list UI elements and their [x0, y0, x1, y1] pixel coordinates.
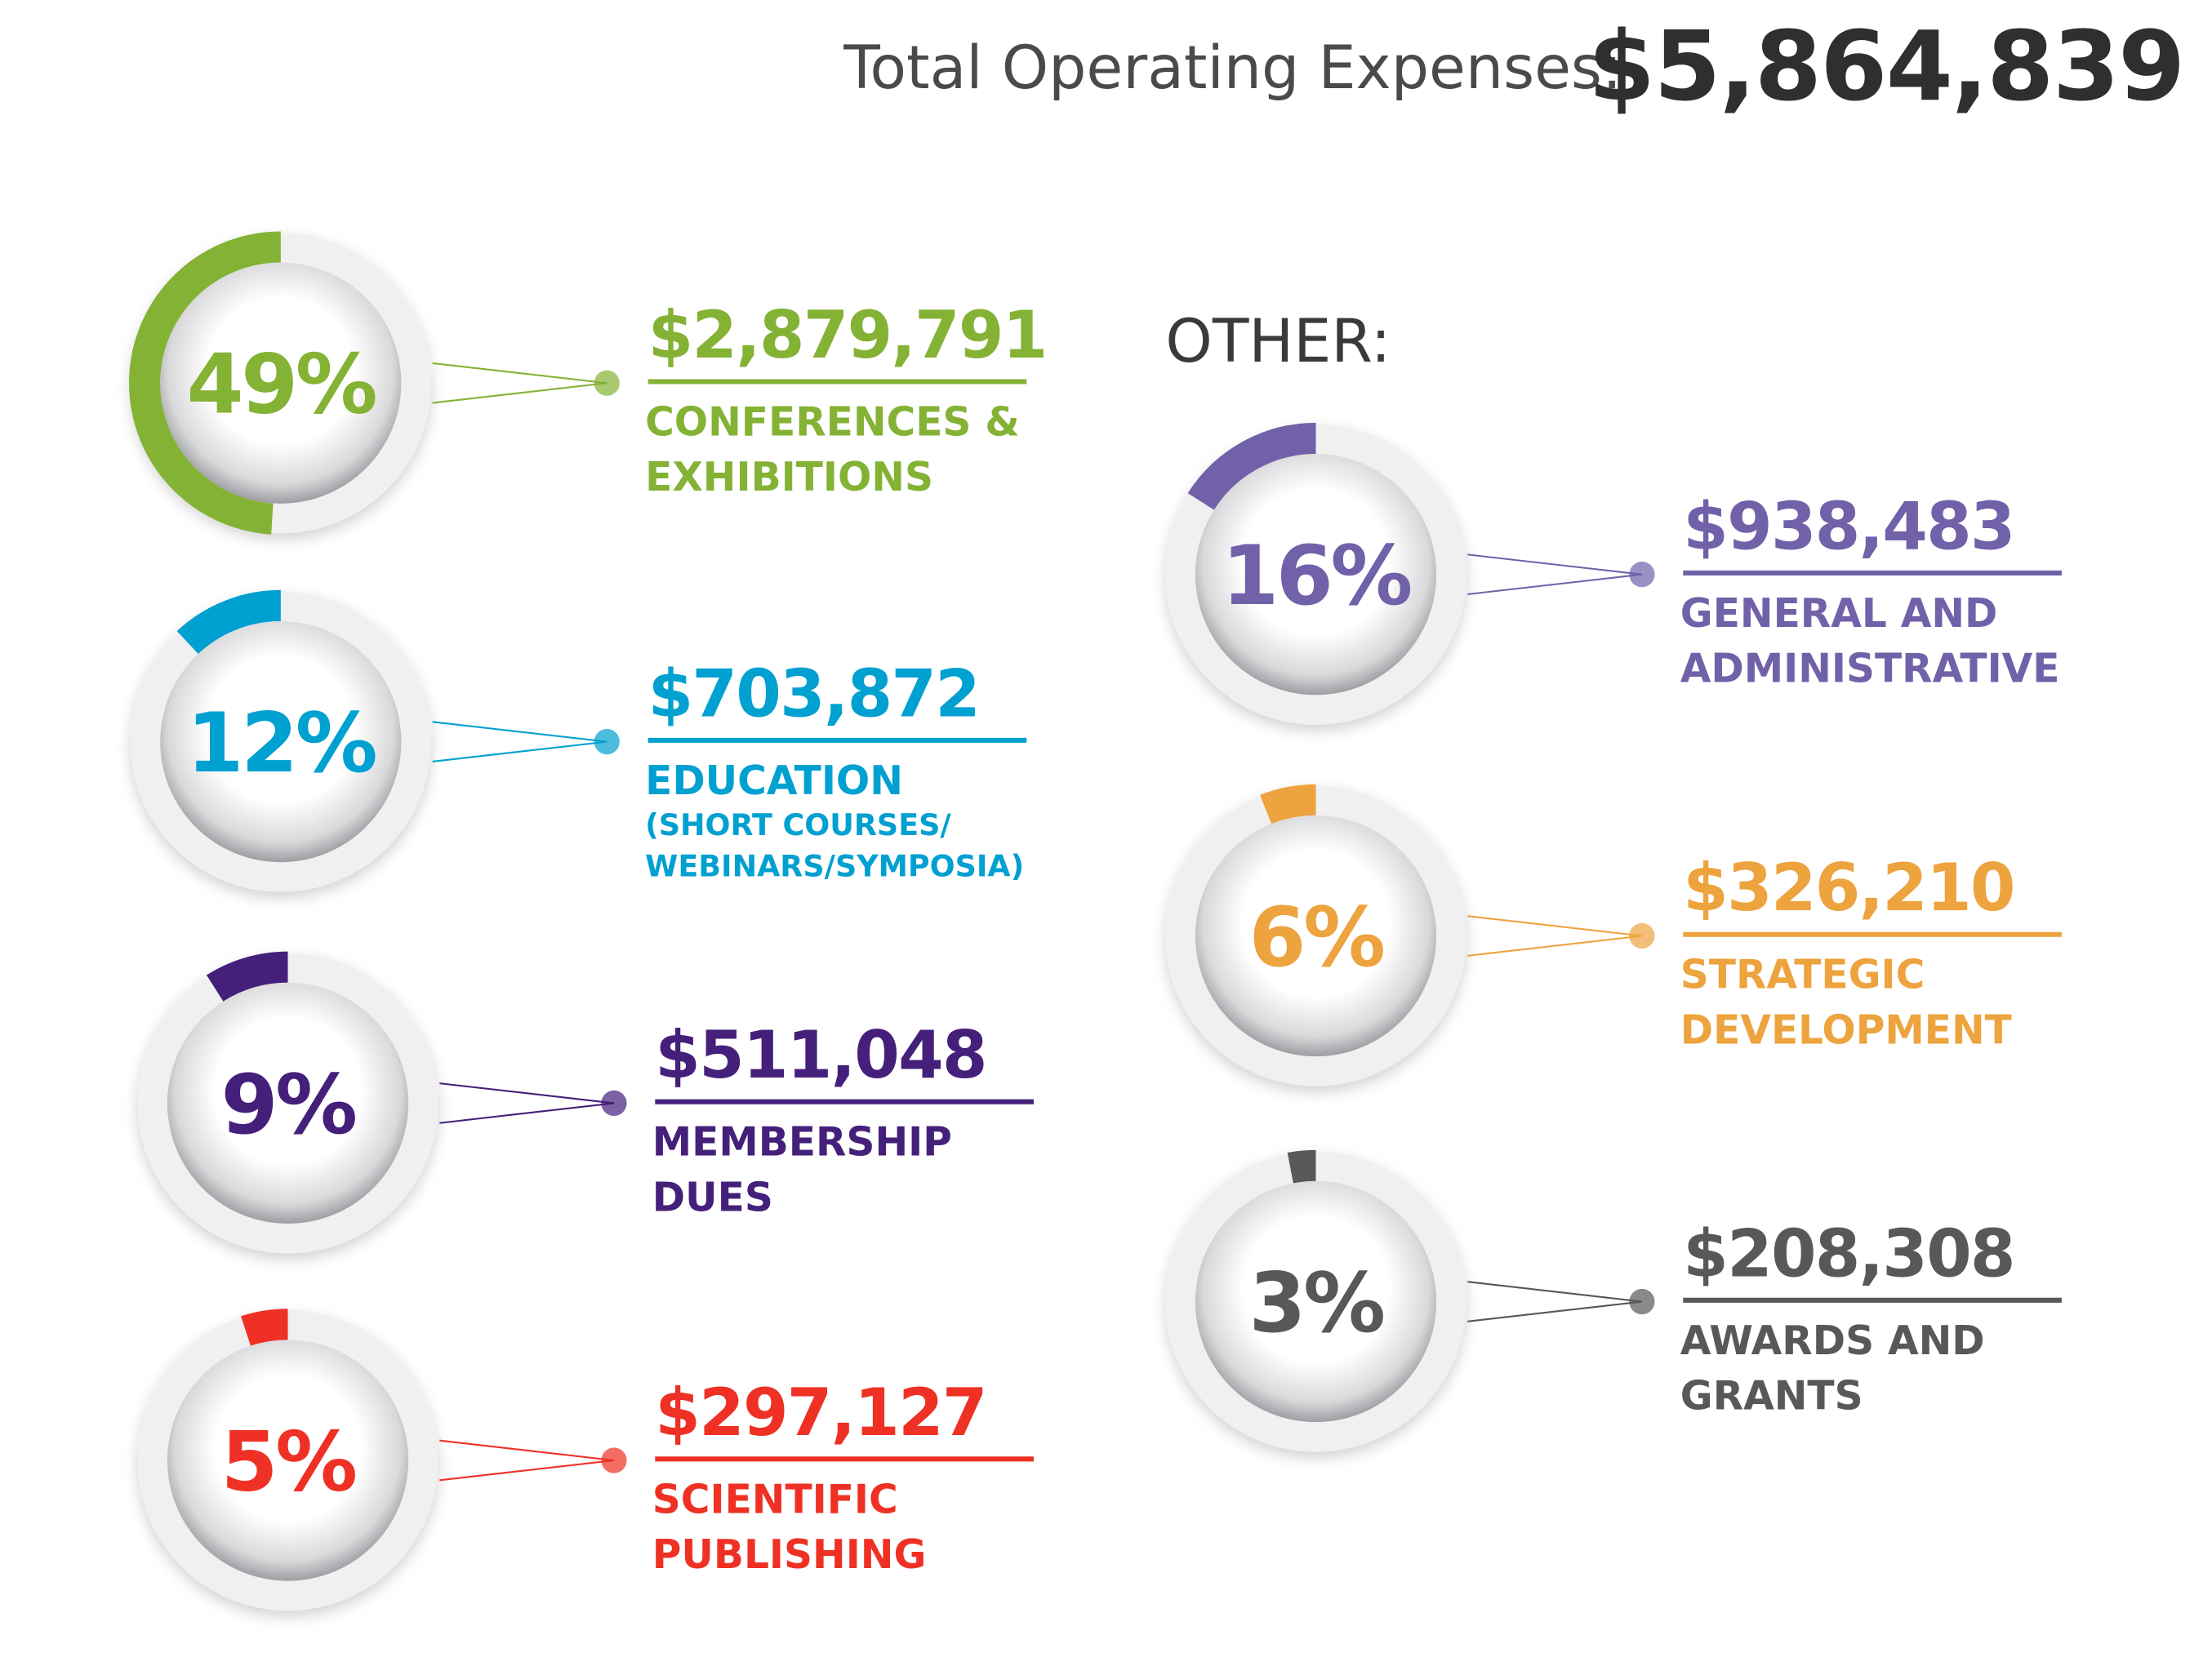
category-sublabel: (SHORT COURSES/: [645, 807, 951, 842]
connector-line: [1467, 1300, 1643, 1322]
category-label: CONFERENCES &: [645, 400, 1020, 446]
amount-value: $326,210: [1683, 850, 2014, 926]
connector-line: [1467, 1281, 1643, 1303]
expense-item: 3% $208,308 AWARDS AND GRANTS: [1165, 1149, 2062, 1452]
connector-line: [432, 721, 608, 743]
category-sublabel: WEBINARS/SYMPOSIA): [645, 849, 1024, 884]
category-label: GRANTS: [1680, 1374, 1863, 1420]
expense-item: 49% $2,879,791 CONFERENCES & EXHIBITIONS: [129, 231, 1048, 535]
other-heading: OTHER:: [1165, 307, 1391, 376]
connector-dot: [1629, 922, 1655, 949]
gauge-inner: [1195, 1180, 1437, 1423]
amount-value: $703,872: [648, 655, 980, 731]
connector-line: [439, 1439, 615, 1462]
gauge-inner: [167, 982, 409, 1224]
amount-value: $208,308: [1683, 1215, 2014, 1291]
gauge-inner: [1195, 454, 1437, 695]
expense-item: 16% $938,483 GENERAL AND ADMINISTRATIVE: [1165, 422, 2062, 725]
category-label: DEVELOPMENT: [1680, 1007, 2012, 1053]
category-label: GENERAL AND: [1680, 591, 1998, 637]
category-label: SCIENTIFIC: [652, 1477, 898, 1522]
connector-line: [1467, 935, 1643, 957]
total-value: $5,864,839: [1588, 10, 2184, 122]
gauge-arc: [1187, 422, 1316, 510]
gauge-arc: [206, 951, 289, 1002]
gauge-arc: [241, 1309, 289, 1346]
gauge-arc: [176, 589, 282, 655]
amount-value: $938,483: [1683, 488, 2014, 564]
connector-dot: [594, 370, 620, 396]
gauge-inner: [160, 262, 402, 504]
connector-dot: [601, 1447, 627, 1473]
gauge-arc: [129, 231, 281, 535]
connector-line: [1467, 915, 1643, 937]
connector-dot: [601, 1090, 627, 1117]
connector-line: [432, 740, 608, 762]
category-label: DUES: [652, 1175, 773, 1220]
connector-dot: [1629, 1288, 1655, 1315]
percent-label: 5%: [221, 1414, 356, 1509]
category-label: PUBLISHING: [652, 1532, 927, 1578]
category-label: STRATEGIC: [1680, 953, 1925, 998]
percent-label: 9%: [221, 1057, 356, 1153]
connector-dot: [1629, 562, 1655, 588]
gauge-inner: [167, 1340, 409, 1581]
percent-label: 12%: [187, 695, 376, 791]
connector-line: [439, 1459, 615, 1482]
category-label: MEMBERSHIP: [652, 1120, 952, 1166]
connector-line: [432, 382, 608, 404]
gauge-arc: [1260, 784, 1317, 824]
amount-value: $2,879,791: [648, 297, 1047, 373]
percent-label: 6%: [1248, 890, 1383, 985]
gauge-arc: [1287, 1149, 1316, 1184]
connector-dot: [594, 728, 620, 755]
category-label: AWARDS AND: [1680, 1318, 1985, 1364]
category-label: EXHIBITIONS: [645, 455, 933, 500]
connector-line: [432, 362, 608, 384]
connector-line: [439, 1082, 615, 1104]
category-label: EDUCATION: [645, 758, 903, 804]
expense-item: 9% $511,048 MEMBERSHIP DUES: [137, 951, 1034, 1254]
expense-item: 5% $297,127 SCIENTIFIC PUBLISHING: [137, 1309, 1034, 1611]
percent-label: 49%: [187, 337, 376, 433]
expense-item: 6% $326,210 STRATEGIC DEVELOPMENT: [1165, 784, 2062, 1087]
gauge-inner: [160, 620, 402, 863]
amount-value: $297,127: [655, 1375, 986, 1451]
expense-item: 12% $703,872 EDUCATION(SHORT COURSES/WEBIN…: [130, 589, 1027, 892]
gauge-inner: [1195, 815, 1437, 1057]
connector-line: [1467, 573, 1643, 596]
percent-label: 16%: [1222, 528, 1410, 624]
connector-line: [439, 1102, 615, 1124]
amount-value: $511,048: [655, 1017, 986, 1093]
connector-line: [1467, 553, 1643, 575]
percent-label: 3%: [1248, 1255, 1383, 1351]
category-label: ADMINISTRATIVE: [1680, 647, 2060, 692]
total-label: Total Operating Expenses:: [843, 33, 1622, 103]
